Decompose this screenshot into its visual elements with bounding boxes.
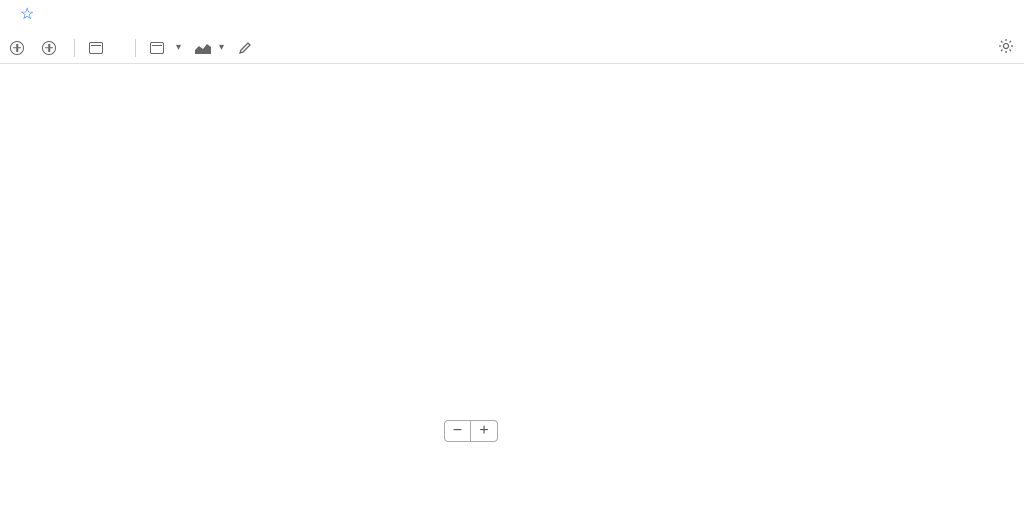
- header: ☆: [0, 0, 1024, 32]
- zoom-out-button[interactable]: −: [445, 421, 471, 441]
- indicators-button[interactable]: [10, 41, 28, 55]
- chevron-down-icon: ▾: [176, 42, 181, 53]
- date-range-button[interactable]: [89, 42, 107, 54]
- settings-button[interactable]: [998, 38, 1014, 57]
- draw-button[interactable]: [238, 41, 256, 55]
- plus-icon: [42, 41, 56, 55]
- chart-toolbar: ▾ ▾: [0, 32, 1024, 64]
- zoom-in-button[interactable]: +: [471, 421, 497, 441]
- pencil-icon: [238, 41, 252, 55]
- area-chart-icon: [195, 42, 211, 54]
- price-chart[interactable]: [0, 64, 1024, 464]
- zoom-control: − +: [444, 420, 498, 442]
- comparison-button[interactable]: [42, 41, 60, 55]
- chart-area: − +: [0, 64, 1024, 482]
- chevron-down-icon: ▾: [219, 42, 224, 53]
- star-icon[interactable]: ☆: [20, 4, 34, 24]
- chart-type-button[interactable]: ▾: [195, 42, 224, 54]
- plus-icon: [10, 41, 24, 55]
- calendar-icon: [89, 42, 103, 54]
- interval-button[interactable]: ▾: [150, 42, 181, 54]
- gear-icon: [998, 38, 1014, 54]
- calendar-icon: [150, 42, 164, 54]
